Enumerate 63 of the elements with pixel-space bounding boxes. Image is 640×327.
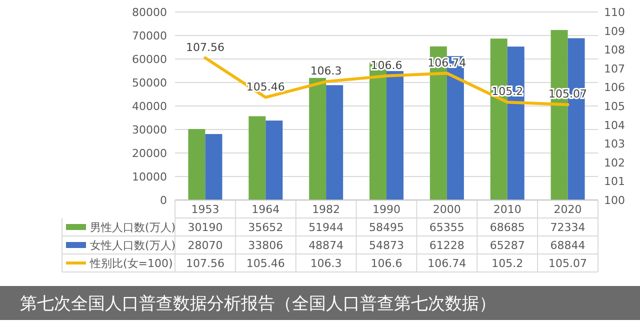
x-tick-label: 1953 [191,203,220,216]
y-tick-label: 60000 [132,53,167,66]
y-tick-label: 20000 [132,147,167,160]
y-tick-label: 40000 [132,100,167,113]
text: 105.07 [548,88,588,101]
legend-label: 女性人口数(万人) [90,239,176,252]
x-tick-label: 2020 [554,203,582,216]
bar [309,78,326,200]
y2-tick-label: 102 [604,156,625,170]
data-label: 68685 [490,221,525,234]
y2-tick-label: 105 [604,100,625,113]
data-label: 107.56 [186,257,224,270]
data-label: 106.3 [310,257,342,270]
bar [248,116,266,200]
y-tick-label: 50000 [132,76,167,90]
data-label: 65355 [429,221,464,234]
text: 第七次全国人口普查数据分析报告（全国人口普查第七次数据） [20,294,496,314]
data-label: 30190 [188,221,223,234]
y-tick-label: 30000 [132,124,167,136]
legend-label: 男性人口数(万人) [90,221,176,234]
x-tick-label: 1964 [252,203,280,216]
data-label: 105.2 [492,257,524,270]
text: 106.74 [428,56,466,70]
text: 106.3 [310,64,342,78]
y2-tick-label: 107 [604,62,625,76]
data-label: 72334 [550,221,586,234]
x-tick-label: 1982 [312,203,340,216]
y2-tick-label: 109 [604,24,625,38]
bar [386,71,404,200]
y2-tick-label: 106 [604,81,625,94]
x-tick-label: 2000 [432,203,461,216]
bar [188,129,206,200]
data-label: 48874 [308,239,344,252]
y-tick-label: 0 [160,194,167,207]
bar [205,134,222,200]
y-tick-label: 70000 [132,30,167,42]
y-tick-label: 80000 [132,6,167,19]
x-tick-label: 2010 [493,203,522,216]
y2-tick-label: 108 [604,44,625,57]
data-label: 106.74 [428,257,466,270]
legend-label: 性别比(女=100) [89,257,173,270]
data-label: 61228 [429,239,464,252]
bar [326,85,344,200]
data-label: 28070 [188,239,223,252]
bar [266,120,283,200]
data-label: 35652 [248,221,284,234]
y2-tick-label: 101 [604,175,625,188]
y2-tick-label: 110 [604,6,625,19]
y-tick-label: 10000 [132,170,167,184]
data-label: 33806 [248,239,284,252]
y2-tick-label: 103 [604,138,625,151]
text: 107.56 [186,40,224,54]
y2-tick-label: 100 [604,194,625,207]
y2-tick-label: 104 [604,118,625,132]
data-label: 105.07 [548,257,588,270]
data-label: 65287 [490,239,525,252]
data-label: 54873 [369,239,404,252]
data-label: 58495 [369,221,404,234]
data-label: 68844 [550,239,586,252]
data-label: 51944 [308,221,344,234]
data-label: 106.6 [370,257,402,270]
data-label: 105.46 [246,257,285,270]
x-tick-label: 1990 [372,203,400,216]
